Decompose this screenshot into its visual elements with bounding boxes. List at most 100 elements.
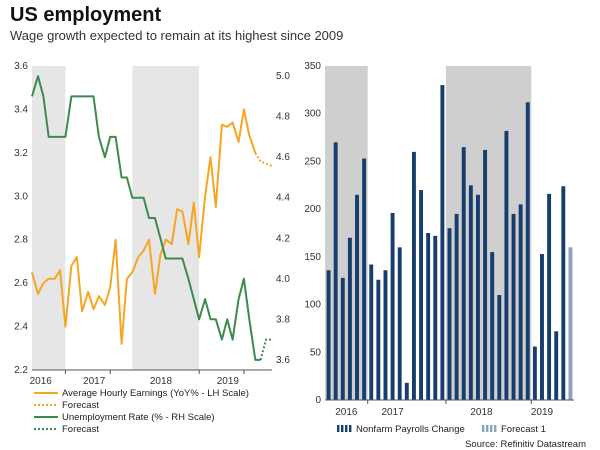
- x-tick-label: 2016: [335, 407, 358, 418]
- x-tick-label: 2017: [381, 407, 404, 418]
- payrolls-bar: [447, 228, 452, 400]
- legend-swatch: [345, 425, 348, 432]
- series-line: [31, 108, 257, 345]
- x-tick-label: 2016: [30, 376, 53, 387]
- payrolls-bar: [547, 193, 552, 400]
- x-tick-label: 2019: [531, 407, 554, 418]
- payrolls-bar: [454, 213, 459, 400]
- payrolls-bar: [355, 194, 359, 400]
- payrolls-bar: [411, 151, 416, 400]
- legend-swatch: [482, 425, 485, 432]
- forecast-bar: [568, 247, 573, 400]
- payrolls-bar: [504, 130, 509, 401]
- right-y-tick-label: 4.2: [276, 233, 290, 244]
- left-recession-shading: [32, 66, 200, 370]
- payrolls-bar: [426, 233, 431, 400]
- payrolls-bar: [532, 346, 537, 400]
- forecast-line: [259, 338, 272, 361]
- payrolls-bar: [540, 253, 544, 400]
- payrolls-bar: [419, 190, 423, 400]
- left-y-tick-label: 3.0: [14, 191, 28, 202]
- right-y-tick-label: 4.8: [276, 112, 290, 123]
- left-y-tick-label: 3.2: [14, 148, 28, 159]
- left-y-tick-label: 2.6: [14, 278, 28, 289]
- payrolls-bar: [440, 85, 445, 400]
- payrolls-bar: [404, 382, 409, 400]
- payrolls-bar: [397, 247, 402, 400]
- payrolls-bar: [461, 147, 466, 400]
- payrolls-bar: [390, 212, 395, 400]
- page-title: US employment: [10, 4, 162, 26]
- y-tick-label: 100: [304, 300, 321, 311]
- right-y-tick-label: 3.6: [276, 355, 290, 366]
- forecast-line: [254, 152, 273, 167]
- payrolls-bar: [383, 270, 388, 400]
- payrolls-bar: [525, 102, 530, 401]
- right-shading: [325, 66, 532, 400]
- payrolls-bar: [376, 279, 381, 400]
- left-y-tick-label: 2.2: [14, 365, 28, 376]
- source-note: Source: Refinitiv Datastream: [465, 439, 586, 450]
- legend-label: Forecast: [62, 424, 99, 435]
- y-tick-label: 50: [310, 347, 322, 358]
- shaded-period: [32, 66, 66, 370]
- right-axes: 350 300 250 200 150 100 50 0 2016 2017 2018 2019: [304, 61, 574, 418]
- y-tick-label: 0: [315, 395, 321, 406]
- payrolls-bar: [476, 194, 480, 400]
- payrolls-bar: [347, 237, 352, 400]
- payrolls-bar: [433, 235, 438, 400]
- payrolls-bar: [561, 186, 566, 400]
- left-legend: Average Hourly Earnings (YoY% - LH Scale…: [34, 388, 249, 435]
- legend-swatch: [494, 425, 497, 432]
- right-y-tick-label: 4.4: [276, 193, 290, 204]
- payrolls-bar: [340, 277, 345, 400]
- shaded-period: [445, 66, 532, 400]
- payrolls-bar: [518, 204, 523, 400]
- right-bars: [326, 85, 573, 401]
- left-axes: 3.6 3.4 3.2 3.0 2.8 2.6 2.4 2.2 5.0 4.8 4.6 4.4 4.2 4…: [14, 61, 290, 387]
- payrolls-bar: [326, 270, 331, 400]
- legend-label: Nonfarm Payrolls Change: [356, 424, 465, 435]
- y-tick-label: 300: [304, 109, 321, 120]
- y-tick-label: 200: [304, 204, 321, 215]
- payrolls-bar: [468, 185, 473, 400]
- y-tick-label: 150: [304, 252, 321, 263]
- x-tick-label: 2018: [150, 376, 173, 387]
- right-y-tick-label: 4.0: [276, 274, 290, 285]
- legend-swatch: [486, 425, 489, 432]
- left-y-tick-label: 2.4: [14, 322, 28, 333]
- payrolls-bar: [490, 252, 495, 400]
- left-y-tick-label: 3.4: [14, 104, 28, 115]
- left-y-tick-label: 3.6: [14, 61, 28, 72]
- legend-label: Average Hourly Earnings (YoY% - LH Scale…: [62, 388, 249, 399]
- shaded-period: [132, 66, 200, 370]
- y-tick-label: 250: [304, 156, 321, 167]
- payrolls-bar: [333, 142, 338, 401]
- legend-swatch: [337, 425, 340, 432]
- legend-label: Forecast: [62, 400, 99, 411]
- right-y-tick-label: 4.6: [276, 152, 290, 163]
- right-y-tick-label: 3.8: [276, 314, 290, 325]
- x-tick-label: 2019: [217, 376, 240, 387]
- payrolls-bar: [554, 331, 559, 400]
- payrolls-bar: [362, 158, 367, 400]
- payrolls-bar: [511, 213, 516, 400]
- payrolls-bar: [497, 295, 502, 400]
- legend-swatch: [349, 425, 352, 432]
- shaded-period: [325, 66, 368, 400]
- y-tick-label: 350: [304, 61, 321, 72]
- legend-swatch: [341, 425, 344, 432]
- x-tick-label: 2017: [83, 376, 106, 387]
- left-y-tick-label: 2.8: [14, 235, 28, 246]
- legend-swatch: [490, 425, 493, 432]
- series-line: [31, 75, 261, 361]
- right-y-tick-label: 5.0: [276, 71, 290, 82]
- legend-label: Unemployment Rate (% - RH Scale): [62, 412, 215, 423]
- payrolls-bar: [369, 264, 374, 400]
- x-tick-label: 2018: [470, 407, 493, 418]
- legend-label: Forecast 1: [501, 424, 546, 435]
- page-subtitle: Wage growth expected to remain at its hi…: [10, 28, 344, 43]
- payrolls-bar: [483, 149, 488, 400]
